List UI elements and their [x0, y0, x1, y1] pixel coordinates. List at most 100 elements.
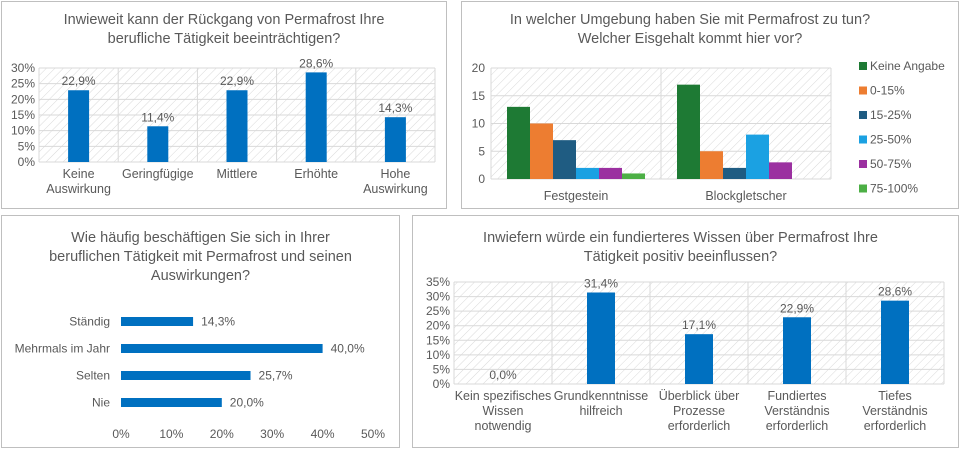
- bar: [881, 300, 909, 384]
- x-tick-label: Kein spezifisches: [455, 389, 552, 403]
- y-tick-label: 35%: [426, 275, 450, 289]
- bar: [507, 106, 530, 179]
- y-tick-label: 5%: [18, 139, 36, 153]
- bar: [576, 167, 599, 179]
- chart-plot: 0%5%10%15%20%25%30%22,9%KeineAuswirkung1…: [11, 56, 436, 196]
- chart-title-line: berufliche Tätigkeit beeinträchtigen?: [107, 31, 341, 47]
- y-tick-label: 0%: [433, 377, 451, 391]
- data-label: 14,3%: [378, 101, 412, 115]
- chart-plot: 0%5%10%15%20%25%30%35% 0,0% Kein spezifisc…: [426, 275, 945, 433]
- bar: [226, 90, 248, 162]
- chart-plot: 0 5 10 15 20 Festgestein Blockgletscher Keine A…: [472, 59, 945, 203]
- bar: [622, 173, 645, 179]
- data-label: 31,4%: [584, 276, 618, 290]
- x-tick-label: erforderlich: [766, 419, 829, 433]
- chart-title-line: Inwiefern würde ein fundierteres Wissen …: [483, 230, 878, 246]
- legend-swatch: [859, 111, 867, 119]
- y-tick-label: 0%: [18, 155, 36, 169]
- bar: [685, 334, 713, 384]
- y-tick-label: Selten: [76, 369, 110, 383]
- x-tick-label: Verständnis: [764, 404, 829, 418]
- x-tick-label: 40%: [311, 427, 335, 441]
- chart-title-line: Tätigkeit positiv beeinflussen?: [583, 249, 778, 265]
- y-tick-label: Mehrmals im Jahr: [15, 342, 110, 356]
- y-tick-label: 10%: [11, 124, 35, 138]
- chart-title-line: In welcher Umgebung haben Sie mit Permaf…: [509, 12, 871, 28]
- chart-title-line: Welcher Eisgehalt kommt hier vor?: [577, 31, 803, 47]
- data-label: 17,1%: [682, 318, 716, 332]
- x-tick-label: Keine: [63, 167, 95, 181]
- data-label: 28,6%: [878, 285, 912, 299]
- legend-swatch: [859, 160, 867, 168]
- bar: [599, 167, 622, 179]
- chart-title-line: Inwieweit kann der Rückgang von Permafro…: [63, 12, 385, 28]
- data-label: 0,0%: [489, 368, 517, 382]
- legend-swatch: [859, 62, 867, 70]
- y-tick-label: 25%: [11, 77, 35, 91]
- bar: [677, 84, 700, 179]
- y-tick-label: 10%: [426, 348, 450, 362]
- x-tick-label: Auswirkung: [46, 182, 111, 196]
- data-label: 28,6%: [299, 56, 333, 70]
- chart-title: Wie häufig beschäftigen Sie sich in Ihre…: [2, 229, 399, 286]
- x-tick-label: hilfreich: [579, 404, 622, 418]
- bar: [723, 167, 746, 179]
- y-tick-label: 5: [478, 144, 485, 158]
- x-tick-label: 0%: [112, 427, 130, 441]
- legend-swatch: [859, 86, 867, 95]
- x-tick-label: Erhöhte: [294, 167, 338, 181]
- x-tick-label: Mittlere: [217, 167, 258, 181]
- x-tick-label: 30%: [260, 427, 284, 441]
- chart-title-line: beruflichen Tätigkeit mit Permafrost und…: [49, 249, 352, 265]
- x-tick-label: Auswirkung: [363, 182, 428, 196]
- chart-panel-knowledge: Inwiefern würde ein fundierteres Wissen …: [412, 215, 959, 448]
- x-tick-label: 20%: [210, 427, 234, 441]
- y-tick-label: 0: [478, 172, 485, 186]
- data-label: 14,3%: [201, 315, 235, 329]
- data-label: 20,0%: [230, 396, 264, 410]
- legend-swatch: [859, 184, 867, 193]
- bar: [746, 134, 769, 179]
- y-tick-label: 30%: [426, 290, 450, 304]
- y-tick-label: 25%: [426, 304, 450, 318]
- x-tick-label: Wissen: [483, 404, 524, 418]
- x-tick-label: Überblick über: [659, 389, 740, 403]
- y-tick-label: 30%: [11, 61, 35, 75]
- chart-panel-environment: In welcher Umgebung haben Sie mit Permaf…: [461, 1, 959, 209]
- chart-title: In welcher Umgebung haben Sie mit Permaf…: [462, 11, 918, 49]
- y-tick-label: 20%: [426, 319, 450, 333]
- x-tick-label: Festgestein: [544, 189, 609, 203]
- legend-label: 0-15%: [870, 84, 905, 98]
- x-tick-label: Geringfügige: [122, 167, 194, 181]
- x-tick-label: 10%: [159, 427, 183, 441]
- x-tick-label: Blockgletscher: [705, 189, 786, 203]
- x-tick-label: Fundiertes: [767, 389, 826, 403]
- x-tick-label: Tiefes: [878, 389, 912, 403]
- legend-label: 15-25%: [870, 108, 912, 122]
- legend-label: 50-75%: [870, 157, 912, 171]
- bar: [121, 317, 194, 326]
- data-label: 22,9%: [780, 301, 814, 315]
- x-tick-label: 50%: [361, 427, 385, 441]
- data-label: 22,9%: [62, 74, 96, 88]
- y-tick-label: 15%: [426, 333, 450, 347]
- chart-title: Inwieweit kann der Rückgang von Permafro…: [2, 11, 446, 49]
- data-label: 11,4%: [141, 110, 174, 124]
- chart-panel-impact: Inwieweit kann der Rückgang von Permafro…: [1, 1, 447, 209]
- y-tick-label: 20%: [11, 92, 35, 106]
- legend-swatch: [859, 135, 867, 144]
- bar: [121, 398, 222, 407]
- bar: [553, 140, 576, 179]
- bar: [783, 317, 811, 384]
- chart-title-line: Wie häufig beschäftigen Sie sich in Ihre…: [71, 230, 330, 246]
- y-tick-label: 15%: [11, 108, 35, 122]
- x-tick-label: Hohe: [380, 167, 410, 181]
- data-label: 25,7%: [259, 369, 293, 383]
- bar: [305, 72, 327, 162]
- x-tick-label: erforderlich: [668, 419, 731, 433]
- legend-label: Keine Angabe: [870, 59, 945, 73]
- x-tick-label: Prozesse: [673, 404, 725, 418]
- bar: [121, 344, 323, 353]
- chart-title: Inwiefern würde ein fundierteres Wissen …: [413, 229, 948, 267]
- x-tick-label: Grundkenntnisse: [554, 389, 649, 403]
